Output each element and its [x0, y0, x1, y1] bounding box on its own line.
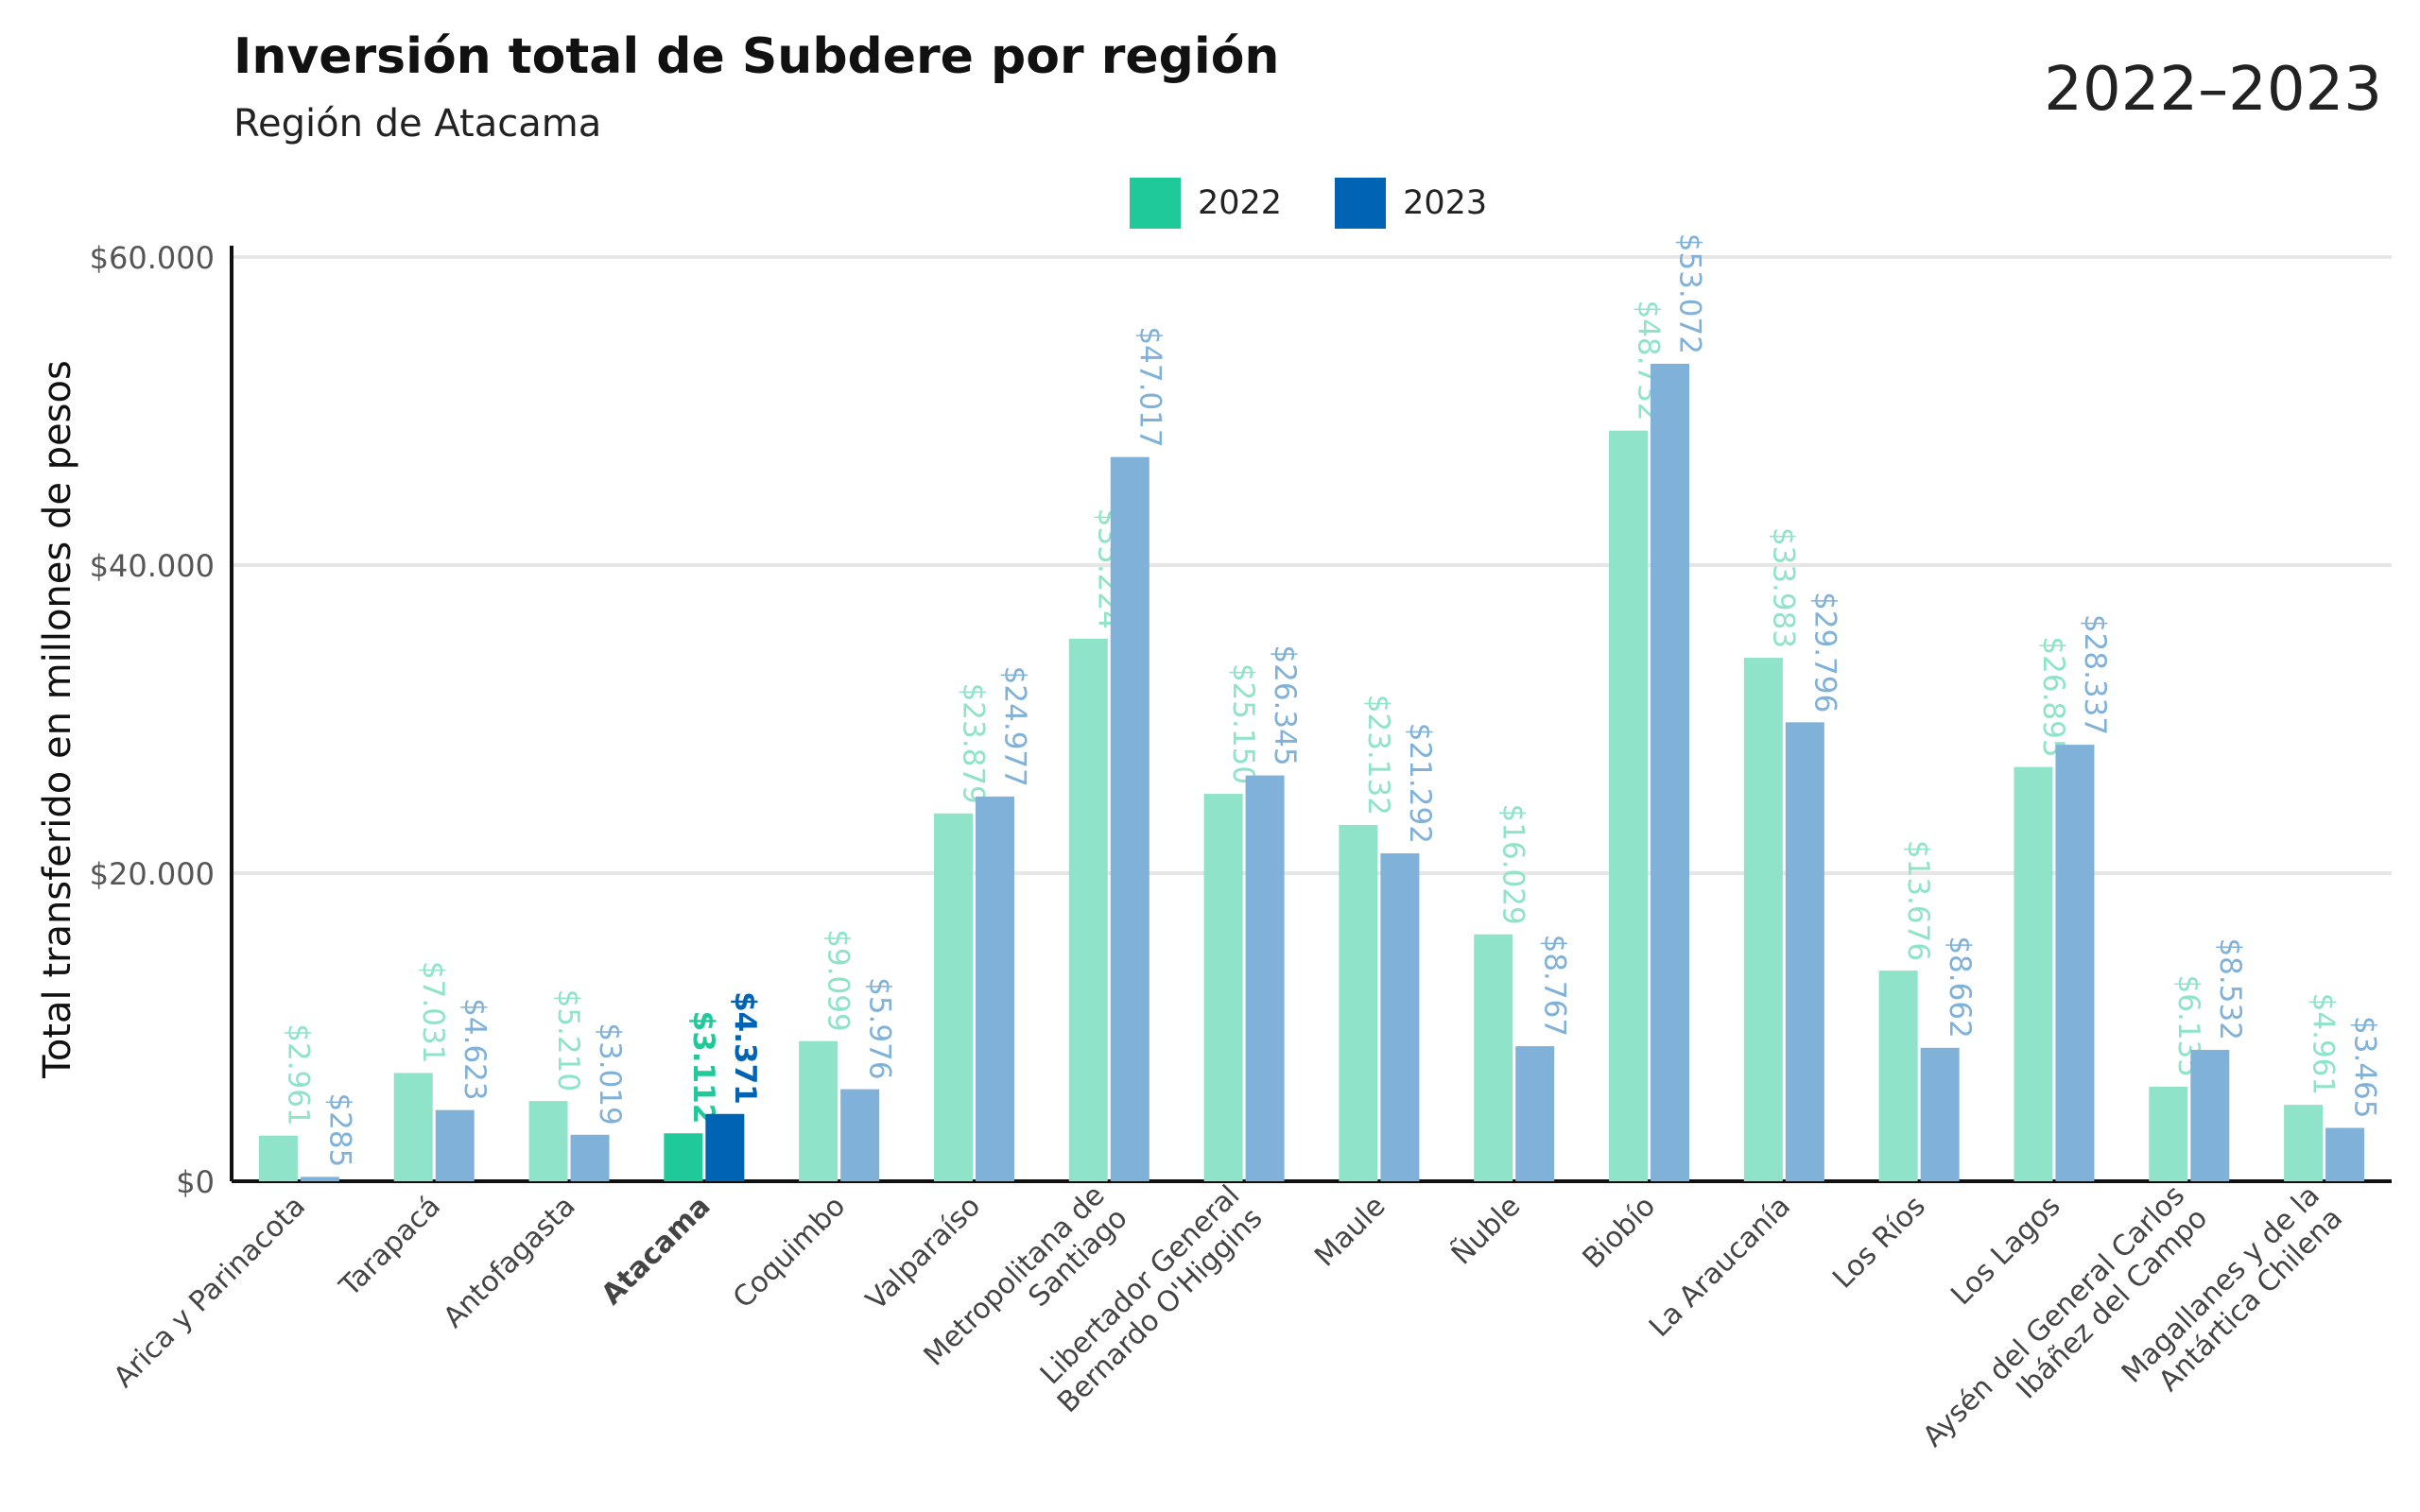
- bar-2022: [528, 1101, 568, 1181]
- bar-2023: [705, 1113, 745, 1181]
- chart-title: Inversión total de Subdere por región: [233, 28, 1280, 85]
- x-tick-label: Arica y Parinacota: [108, 1190, 312, 1394]
- data-label-2023: $53.072: [1673, 233, 1707, 354]
- bar-2022: [664, 1133, 703, 1181]
- data-label-2023: $4.623: [458, 998, 492, 1100]
- x-tick-label: Coquimbo: [727, 1190, 852, 1314]
- data-label-2023: $8.767: [1538, 935, 1572, 1037]
- data-label-2022: $2.961: [281, 1023, 315, 1125]
- bar-2022: [1609, 430, 1649, 1181]
- data-label-2022: $9.099: [821, 929, 856, 1031]
- data-label-2023: $21.292: [1403, 723, 1437, 844]
- period-label: 2022–2023: [2044, 55, 2382, 125]
- bar-2023: [1920, 1047, 1960, 1181]
- bar-2022: [393, 1073, 433, 1181]
- bar-2023: [1651, 363, 1690, 1181]
- bar-2023: [975, 796, 1014, 1181]
- data-label-2022: $23.879: [956, 683, 990, 804]
- legend-label-2023: 2023: [1403, 184, 1488, 222]
- bar-2023: [435, 1109, 475, 1181]
- data-label-2022: $16.029: [1496, 804, 1530, 925]
- bar-2023: [1515, 1046, 1555, 1181]
- data-label-2023: $5.976: [863, 977, 897, 1079]
- data-label-2023: $24.977: [997, 666, 1031, 787]
- bar-2022: [2149, 1086, 2188, 1181]
- y-tick-label: $40.000: [90, 548, 215, 584]
- data-label-2023: $28.337: [2078, 614, 2112, 735]
- data-label-2022: $23.132: [1361, 695, 1395, 816]
- bar-2022: [799, 1040, 838, 1181]
- data-label-2022: $4.961: [2307, 993, 2341, 1095]
- x-tick-label: Maule: [1308, 1190, 1392, 1273]
- bar-2023: [2325, 1127, 2365, 1181]
- bar-2023: [1380, 852, 1420, 1181]
- bar-2022: [2014, 766, 2053, 1181]
- bar-2023: [1785, 722, 1824, 1181]
- data-label-2023: $29.796: [1807, 592, 1841, 713]
- bar-2022: [1068, 638, 1108, 1181]
- y-tick-label: $0: [176, 1164, 215, 1200]
- bar-2022: [933, 813, 973, 1181]
- legend-label-2022: 2022: [1198, 184, 1283, 222]
- x-tick-label: Ñuble: [1444, 1189, 1527, 1271]
- bar-2023: [2190, 1049, 2230, 1181]
- bar-2023: [300, 1177, 339, 1181]
- x-tick-label: La Araucanía: [1643, 1190, 1797, 1344]
- legend-swatch-2023: [1335, 178, 1387, 229]
- bar-2022: [2284, 1105, 2324, 1181]
- x-tick-label: Tarapacá: [333, 1190, 447, 1304]
- x-tick-label: Atacama: [596, 1190, 717, 1312]
- x-tick-label: Los Lagos: [1945, 1190, 2066, 1312]
- x-tick-label: Biobío: [1577, 1190, 1663, 1276]
- bar-2022: [1339, 824, 1378, 1181]
- bar-2022: [1878, 971, 1918, 1181]
- bar-2023: [1245, 775, 1285, 1181]
- bar-2023: [570, 1134, 610, 1181]
- data-label-2023: $8.532: [2213, 937, 2247, 1040]
- x-tick-label: Antofagasta: [437, 1190, 581, 1334]
- legend: 2022 2023: [1130, 178, 1525, 229]
- bar-2023: [2055, 745, 2095, 1181]
- bar-2022: [1474, 934, 1513, 1181]
- data-label-2022: $25.150: [1226, 663, 1260, 784]
- legend-swatch-2022: [1130, 178, 1181, 229]
- data-label-2022: $26.895: [2036, 636, 2070, 757]
- data-label-2022: $13.676: [1901, 840, 1935, 961]
- bar-2023: [840, 1089, 880, 1181]
- y-tick-label: $60.000: [90, 240, 215, 276]
- data-label-2023: $3.465: [2348, 1016, 2382, 1118]
- data-label-2023: $47.017: [1132, 326, 1167, 447]
- data-label-2023: $285: [322, 1092, 356, 1167]
- legend-item-2023: 2023: [1335, 178, 1487, 229]
- y-axis-label: Total transferido en millones de pesos: [36, 360, 79, 1079]
- data-label-2023: $3.019: [593, 1022, 627, 1125]
- data-label-2022: $33.983: [1766, 527, 1800, 648]
- data-label-2022: $3.112: [686, 1011, 720, 1125]
- bar-2022: [1203, 794, 1243, 1181]
- y-tick-label: $20.000: [90, 856, 215, 892]
- data-label-2023: $8.662: [1943, 936, 1977, 1038]
- data-label-2023: $26.345: [1268, 644, 1302, 765]
- bar-2022: [258, 1135, 298, 1181]
- data-label-2022: $7.031: [416, 961, 450, 1063]
- x-tick-label: Los Ríos: [1826, 1190, 1932, 1296]
- data-label-2022: $5.210: [551, 989, 585, 1091]
- chart-subtitle: Región de Atacama: [233, 102, 602, 146]
- bar-2023: [1110, 456, 1150, 1181]
- bar-2022: [1743, 658, 1783, 1181]
- data-label-2023: $4.371: [728, 991, 762, 1105]
- legend-item-2022: 2022: [1130, 178, 1282, 229]
